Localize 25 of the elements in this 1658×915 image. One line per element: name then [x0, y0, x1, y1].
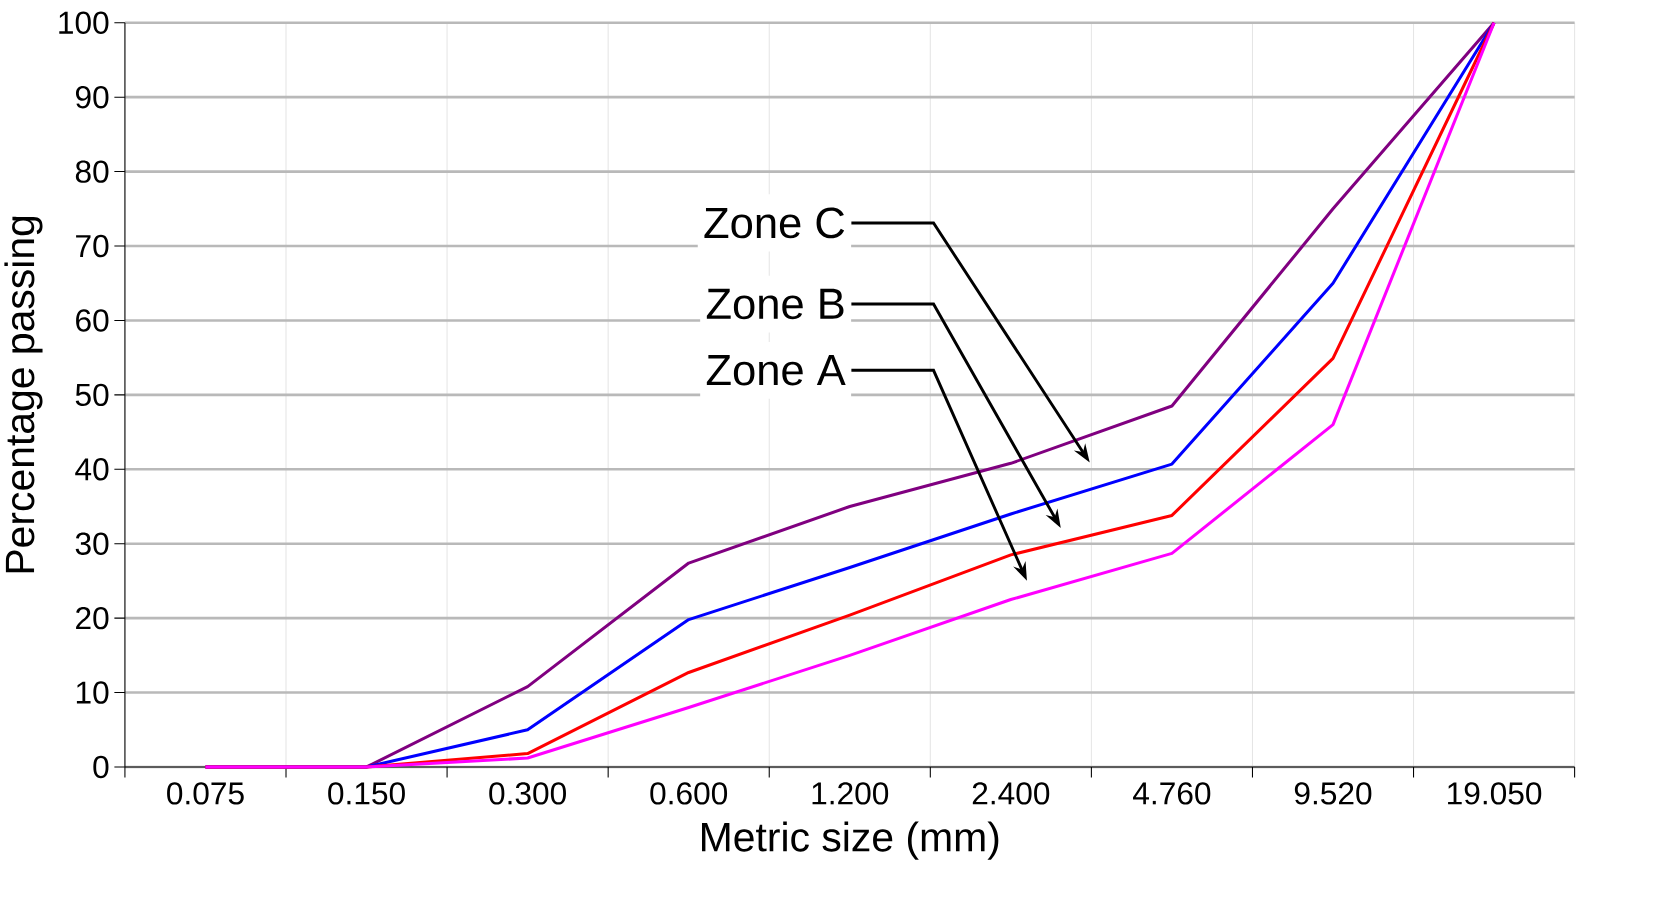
annotation: Zone A [706, 354, 846, 386]
x-tick-label: 0.150 [328, 782, 405, 805]
y-tick-label: 60 [76, 309, 109, 332]
annotation: Zone C [704, 207, 845, 239]
x-tick-label: 2.400 [972, 782, 1050, 805]
y-tick-label: 80 [75, 160, 109, 183]
x-tick-label: 0.075 [167, 782, 244, 805]
y-tick-label: 50 [75, 383, 109, 406]
x-tick-label: 9.520 [1294, 782, 1372, 805]
x-tick-label: 19.050 [1448, 782, 1542, 805]
y-tick-label: 40 [75, 457, 109, 481]
y-tick-label: 30 [75, 532, 109, 555]
y-tick-label: 10 [76, 681, 109, 704]
y-axis-title: Percentage passing [4, 216, 43, 573]
x-tick-label: 0.600 [650, 782, 728, 805]
y-tick-label: 90 [75, 85, 109, 109]
x-tick-label: 0.300 [489, 782, 566, 805]
y-tick-label: 0 [93, 755, 109, 778]
y-tick-label: 100 [59, 11, 109, 34]
x-tick-label: 4.760 [1133, 782, 1211, 805]
x-tick-label: 1.200 [812, 782, 889, 805]
y-tick-label: 70 [76, 234, 109, 258]
y-tick-label: 20 [76, 606, 109, 630]
x-axis-title: Metric size (mm) [702, 821, 999, 860]
annotation: Zone B [706, 288, 844, 320]
